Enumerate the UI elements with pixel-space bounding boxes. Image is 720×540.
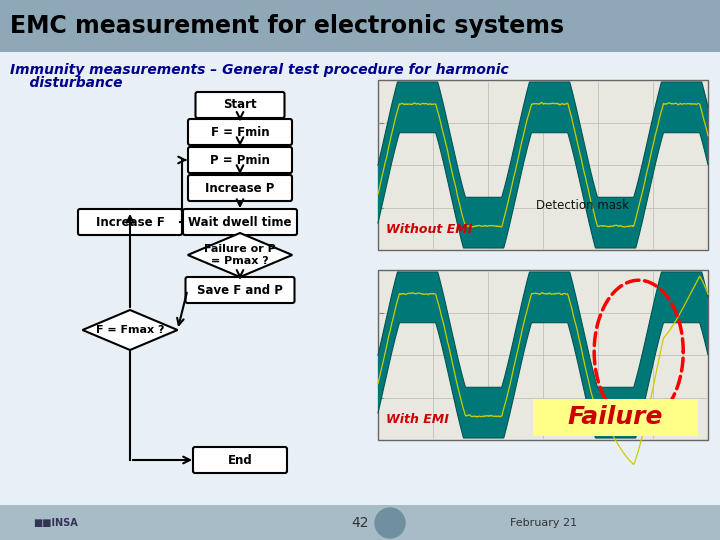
FancyBboxPatch shape xyxy=(196,92,284,118)
Bar xyxy=(378,270,708,440)
Bar xyxy=(0,52,720,505)
FancyBboxPatch shape xyxy=(188,119,292,145)
Bar xyxy=(0,0,720,52)
Text: With EMI: With EMI xyxy=(386,413,449,426)
Text: Immunity measurements – General test procedure for harmonic: Immunity measurements – General test pro… xyxy=(10,63,509,77)
Text: disturbance: disturbance xyxy=(10,76,122,90)
FancyBboxPatch shape xyxy=(186,277,294,303)
Bar xyxy=(533,399,698,436)
Text: EMC measurement for electronic systems: EMC measurement for electronic systems xyxy=(10,14,564,38)
Text: Without EMI: Without EMI xyxy=(386,223,472,236)
Bar xyxy=(378,80,708,250)
FancyBboxPatch shape xyxy=(193,447,287,473)
Text: February 21: February 21 xyxy=(510,518,577,528)
FancyBboxPatch shape xyxy=(183,209,297,235)
FancyBboxPatch shape xyxy=(188,147,292,173)
Text: Wait dwell time: Wait dwell time xyxy=(188,215,292,228)
Text: Increase F: Increase F xyxy=(96,215,164,228)
Text: Save F and P: Save F and P xyxy=(197,284,283,296)
Text: F = Fmax ?: F = Fmax ? xyxy=(96,325,164,335)
Polygon shape xyxy=(188,233,292,277)
Polygon shape xyxy=(378,82,708,248)
Text: P = Pmin: P = Pmin xyxy=(210,153,270,166)
Text: Detection mask: Detection mask xyxy=(536,199,629,212)
Text: F = Fmin: F = Fmin xyxy=(211,125,269,138)
Circle shape xyxy=(375,508,405,538)
Text: ■■INSA: ■■INSA xyxy=(32,518,77,528)
FancyBboxPatch shape xyxy=(78,209,182,235)
Text: 42: 42 xyxy=(351,516,369,530)
Text: Failure or P
= Pmax ?: Failure or P = Pmax ? xyxy=(204,244,276,266)
FancyBboxPatch shape xyxy=(188,175,292,201)
Bar xyxy=(0,505,720,540)
Text: End: End xyxy=(228,454,253,467)
Polygon shape xyxy=(378,272,708,438)
Text: Start: Start xyxy=(223,98,257,111)
Text: Failure: Failure xyxy=(568,406,663,429)
Polygon shape xyxy=(83,310,178,350)
Text: Increase P: Increase P xyxy=(205,181,275,194)
